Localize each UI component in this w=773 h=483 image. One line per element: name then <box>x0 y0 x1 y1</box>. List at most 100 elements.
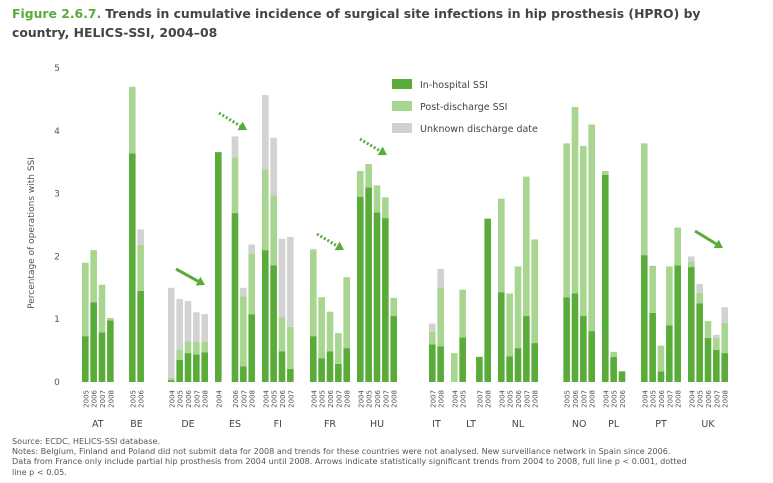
legend-label-0: In-hospital SSI <box>420 80 488 91</box>
country-label: UK <box>701 419 715 430</box>
bar-fi-2006-post-discharge <box>278 317 286 352</box>
trend-arrowhead-uk <box>713 239 723 249</box>
bar-pt-2004-post-discharge <box>641 143 648 256</box>
bar-no-2006-in-hospital <box>571 293 579 382</box>
legend-label-1: Post-discharge SSI <box>420 102 508 113</box>
bar-nl-2007-in-hospital <box>523 316 530 382</box>
country-label: NL <box>512 419 525 430</box>
bar-uk-2006-post-discharge <box>704 321 712 339</box>
bar-hu-2007-in-hospital <box>382 218 389 382</box>
year-label: 2006 <box>572 389 580 407</box>
bar-be-2005-post-discharge <box>129 86 136 154</box>
bar-pt-2004-in-hospital <box>641 255 648 382</box>
year-label: 2006 <box>185 389 193 407</box>
bar-nl-2006-post-discharge <box>514 266 522 349</box>
trend-arrowhead-hu <box>377 146 387 156</box>
year-label: 2006 <box>619 389 627 407</box>
bar-uk-2004-in-hospital <box>688 267 695 382</box>
figure-title-text: Trends in cumulative incidence of surgic… <box>12 6 701 40</box>
bar-es-2006-in-hospital <box>231 213 239 382</box>
bar-nl-2008-in-hospital <box>531 343 538 382</box>
year-label: 2008 <box>249 390 257 408</box>
year-label: 2004 <box>168 389 176 407</box>
bar-nl-2006-in-hospital <box>514 348 522 382</box>
bar-de-2004-in-hospital <box>168 380 175 382</box>
bar-fr-2008-in-hospital <box>343 348 350 382</box>
year-label: 2006 <box>327 389 335 407</box>
bar-es-2008-in-hospital <box>248 314 255 382</box>
bar-fi-2006-unknown <box>278 238 286 318</box>
year-label: 2007 <box>382 390 390 408</box>
bar-nl-2004-in-hospital <box>498 292 505 382</box>
year-label: 2008 <box>485 390 493 408</box>
year-label: 2005 <box>319 390 327 408</box>
country-label: ES <box>229 419 241 430</box>
year-label: 2008 <box>344 390 352 408</box>
bar-nl-2008-post-discharge <box>531 239 538 344</box>
year-label: 2005 <box>507 390 515 408</box>
year-label: 2005 <box>697 390 705 408</box>
year-label: 2005 <box>366 390 374 408</box>
bar-uk-2005-post-discharge <box>696 292 703 304</box>
bar-es-2006-post-discharge <box>231 157 239 214</box>
year-label: 2006 <box>515 389 523 407</box>
year-label: 2007 <box>429 390 437 408</box>
y-axis-label: Percentage of operations with SSI <box>27 157 37 309</box>
bar-it-2007-in-hospital <box>429 344 436 382</box>
trend-arrowhead-fr <box>334 241 344 251</box>
bar-fr-2004-unknown <box>310 248 317 251</box>
country-label: IT <box>432 419 441 430</box>
bar-no-2008-post-discharge <box>588 124 595 332</box>
legend-swatch-0 <box>392 79 412 89</box>
year-label: 2008 <box>107 390 115 408</box>
bar-pt-2006-in-hospital <box>657 371 665 382</box>
bar-hu-2004-post-discharge <box>357 170 364 197</box>
bar-hu-2008-post-discharge <box>390 297 397 317</box>
year-label: 2007 <box>476 390 484 408</box>
bar-es-2008-post-discharge <box>248 253 255 315</box>
bar-no-2005-post-discharge <box>563 143 570 298</box>
bar-es-2008-unknown <box>248 244 255 254</box>
bar-uk-2007-post-discharge <box>713 338 720 350</box>
bar-no-2008-in-hospital <box>588 331 595 382</box>
y-tick-label: 0 <box>54 378 60 388</box>
bar-at-2007-post-discharge <box>98 284 106 333</box>
year-label: 2004 <box>641 389 649 407</box>
trend-arrow-uk <box>694 229 717 246</box>
year-label: 2005 <box>564 390 572 408</box>
bar-fr-2005-in-hospital <box>318 358 325 382</box>
year-label: 2007 <box>666 390 674 408</box>
bar-es-2007-post-discharge <box>240 296 247 367</box>
year-label: 2007 <box>240 390 248 408</box>
y-tick-label: 3 <box>54 190 60 200</box>
bar-fr-2007-in-hospital <box>335 363 342 382</box>
year-label: 2008 <box>722 390 730 408</box>
trend-arrow-fr <box>316 232 338 248</box>
bar-de-2006-unknown <box>184 300 192 342</box>
bar-fi-2004-post-discharge <box>262 169 269 251</box>
year-label: 2004 <box>688 389 696 407</box>
legend-swatch-1 <box>392 101 412 111</box>
year-label: 2006 <box>374 389 382 407</box>
bar-pt-2005-post-discharge <box>649 265 656 313</box>
year-label: 2008 <box>391 390 399 408</box>
country-label: FI <box>274 419 282 430</box>
bar-nl-2007-post-discharge <box>523 176 530 317</box>
year-label: 2004 <box>310 389 318 407</box>
bar-fi-2004-unknown <box>262 95 269 170</box>
year-label: 2006 <box>279 389 287 407</box>
trend-arrow-hu <box>359 137 381 153</box>
country-label: AT <box>92 419 104 430</box>
bar-no-2006-post-discharge <box>571 106 579 294</box>
bar-be-2006-in-hospital <box>137 290 144 382</box>
bar-hu-2005-post-discharge <box>365 164 372 188</box>
notes: Source: ECDC, HELICS-SSI database. Notes… <box>12 436 757 477</box>
bar-fi-2005-post-discharge <box>270 195 277 266</box>
bar-at-2005-in-hospital <box>82 336 89 382</box>
bar-uk-2008-post-discharge <box>721 322 728 354</box>
year-label: 2007 <box>580 390 588 408</box>
bar-pl-2005-post-discharge <box>610 351 617 357</box>
country-label: PL <box>608 419 620 430</box>
bar-nl-2004-post-discharge <box>498 198 505 293</box>
bar-lt-2007-in-hospital <box>476 356 483 382</box>
